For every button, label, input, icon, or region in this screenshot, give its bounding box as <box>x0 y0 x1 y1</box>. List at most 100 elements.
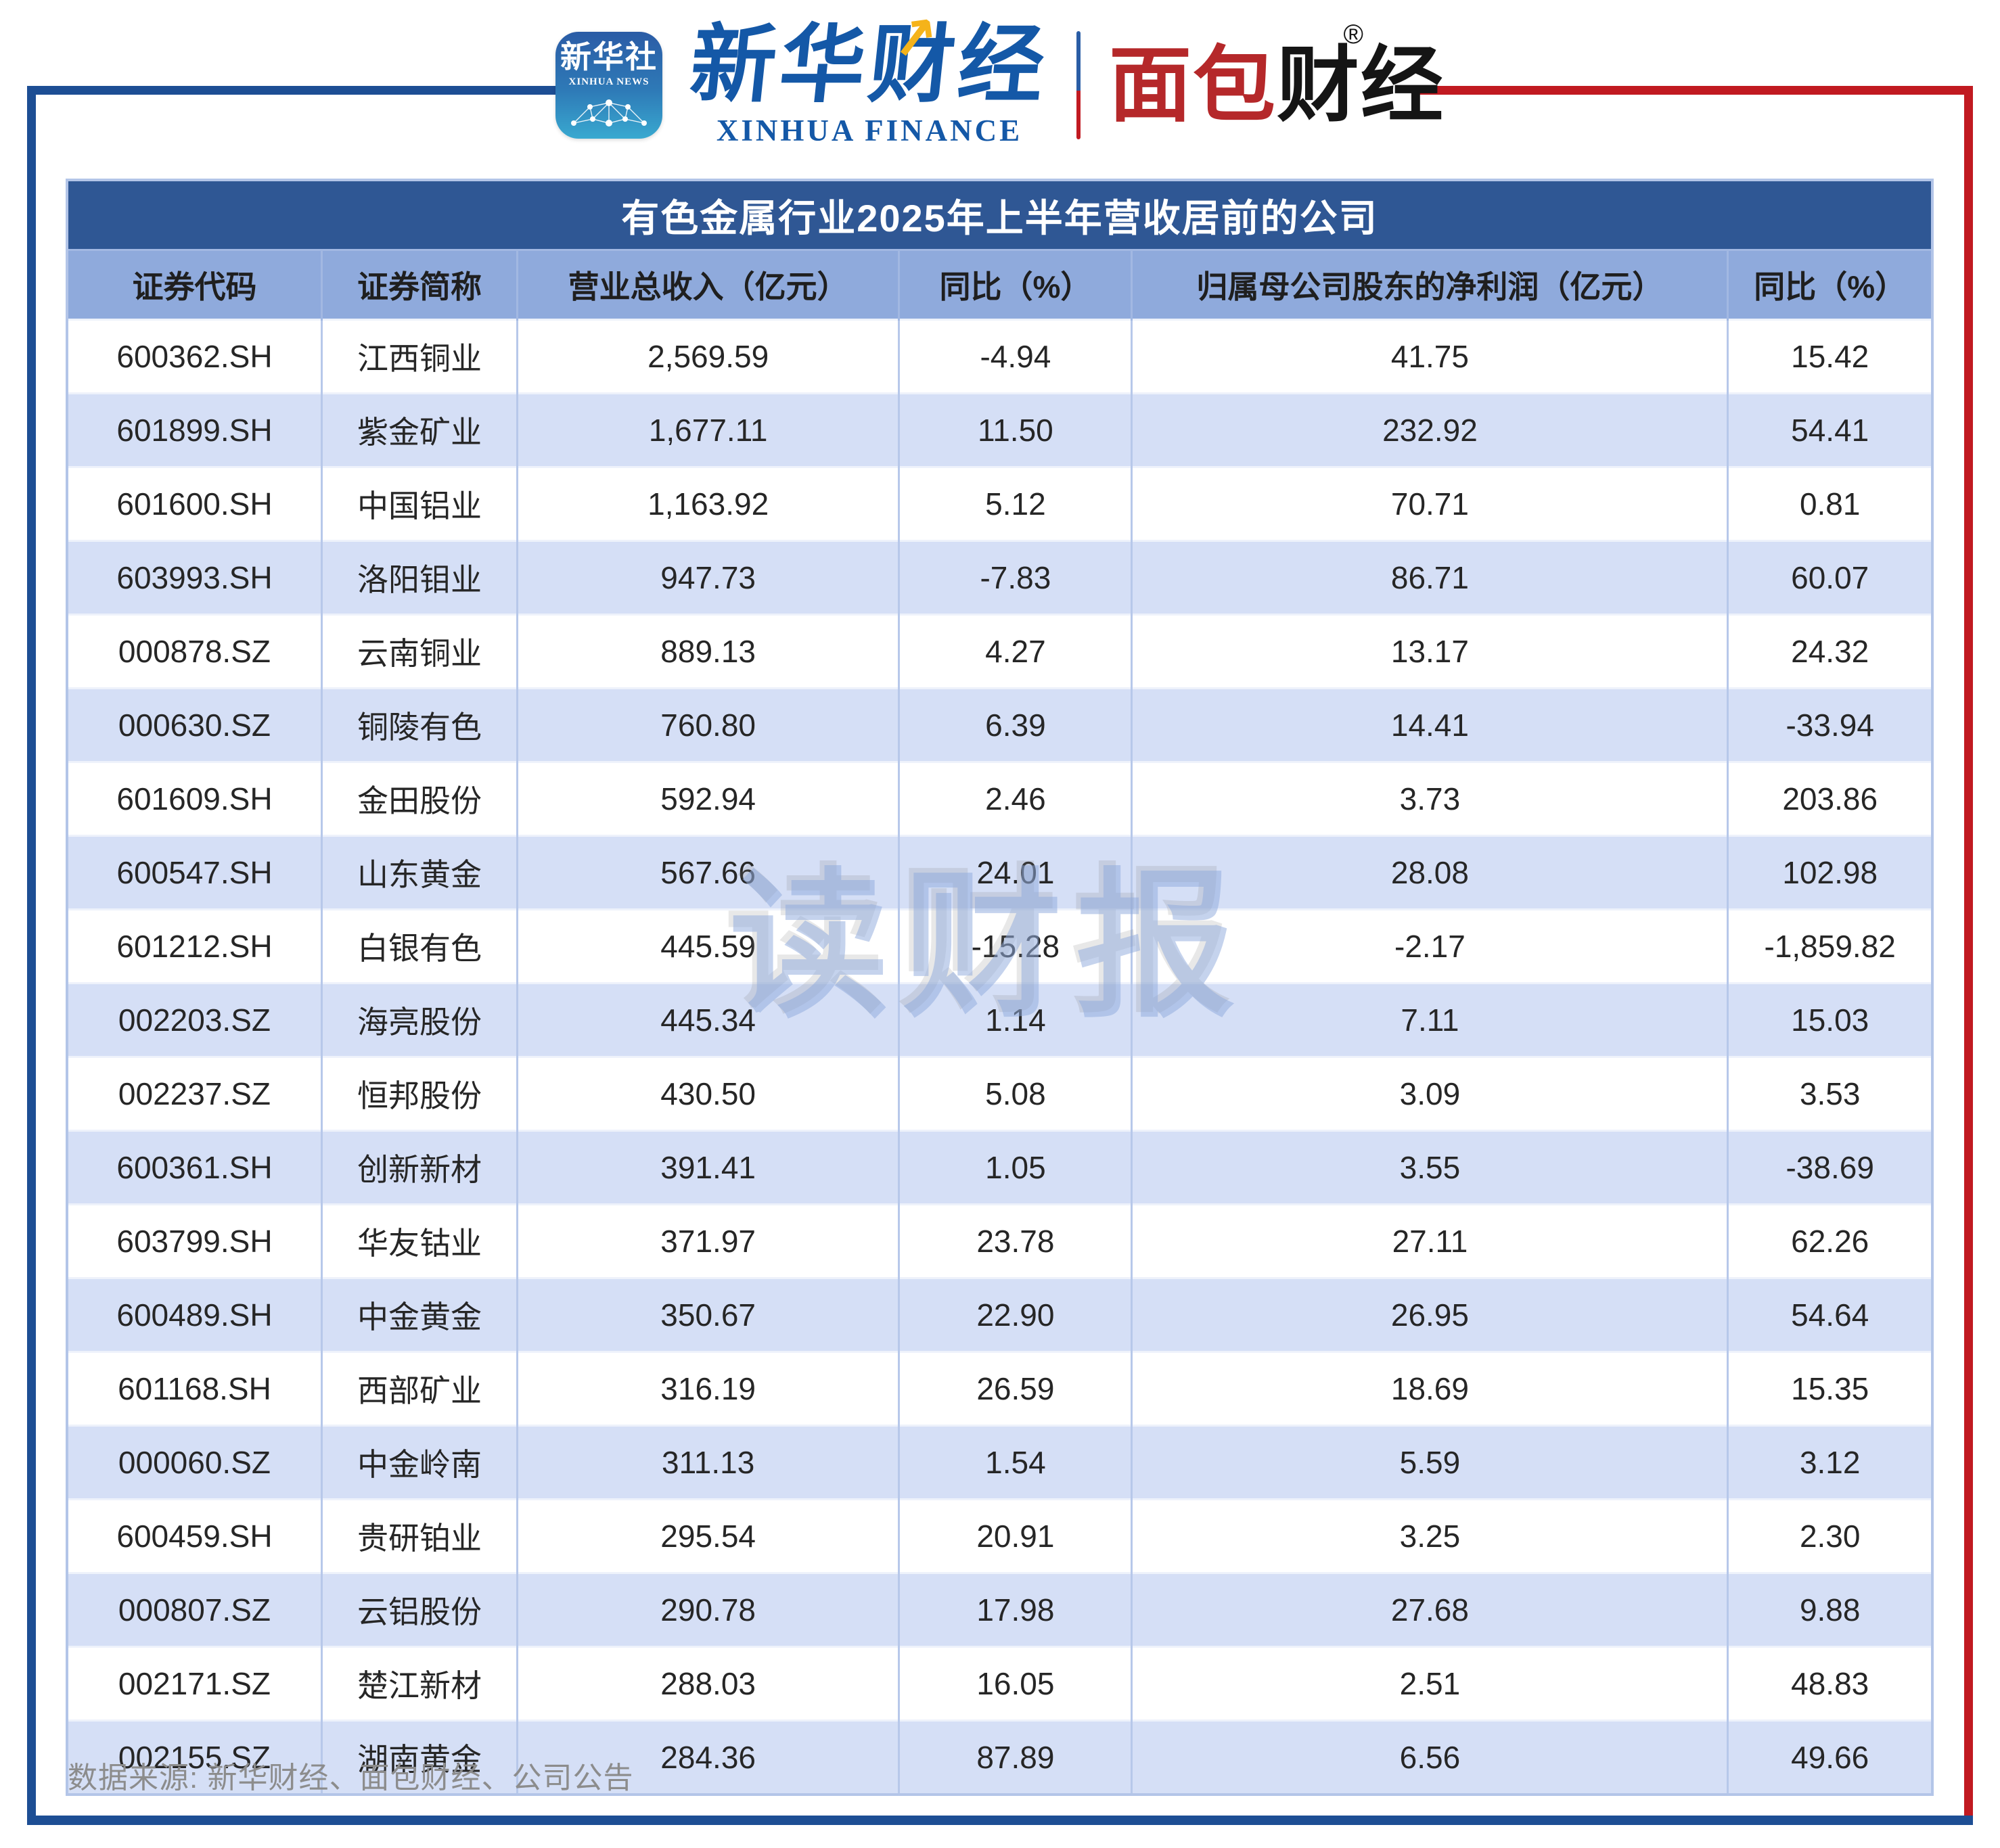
table-cell: 1,163.92 <box>517 466 901 541</box>
table-cell: 445.59 <box>517 908 901 984</box>
table-cell: 48.83 <box>1727 1646 1931 1721</box>
table-cell: 600547.SH <box>68 835 323 910</box>
table-cell: 3.12 <box>1727 1425 1931 1500</box>
table-cell: 102.98 <box>1727 835 1931 910</box>
xinhua-finance-cn-label: 新华财经 <box>685 16 1053 112</box>
table-cell: 54.64 <box>1727 1277 1931 1352</box>
table-cell: 600362.SH <box>68 319 323 394</box>
trend-up-arrow-icon: ↗ <box>886 3 943 73</box>
table-cell: 3.55 <box>1131 1130 1729 1205</box>
table-cell: 江西铜业 <box>321 319 518 394</box>
table-cell: 洛阳钼业 <box>321 540 518 615</box>
table-cell: 云南铜业 <box>321 614 518 689</box>
table-cell: 中金岭南 <box>321 1425 518 1500</box>
frame-line-top-left <box>27 86 614 95</box>
table-cell: 60.07 <box>1727 540 1931 615</box>
table-cell: 000060.SZ <box>68 1425 323 1500</box>
table-row: 600459.SH 贵研铂业 295.54 20.91 3.25 2.30 <box>68 1498 1931 1573</box>
table-row: 601899.SH 紫金矿业 1,677.11 11.50 232.92 54.41 <box>68 392 1931 467</box>
table-cell: 603993.SH <box>68 540 323 615</box>
table-row: 601609.SH 金田股份 592.94 2.46 3.73 203.86 <box>68 761 1931 836</box>
table-cell: 601899.SH <box>68 392 323 467</box>
table-cell: 2.30 <box>1727 1498 1931 1573</box>
table-cell: 华友钴业 <box>321 1203 518 1278</box>
table-cell: 000630.SZ <box>68 687 323 762</box>
table-cell: 中国铝业 <box>321 466 518 541</box>
mianbao-finance-logo: 面包财经 ® <box>1109 21 1445 126</box>
table-cell: 9.88 <box>1727 1572 1931 1647</box>
table-cell: 6.39 <box>899 687 1133 762</box>
table-row: 002203.SZ 海亮股份 445.34 1.14 7.11 15.03 <box>68 982 1931 1057</box>
table-cell: -7.83 <box>899 540 1133 615</box>
table-cell: 203.86 <box>1727 761 1931 836</box>
table-cell: 41.75 <box>1131 319 1729 394</box>
table-cell: -2.17 <box>1131 908 1729 984</box>
table-cell: 海亮股份 <box>321 982 518 1057</box>
table-cell: 1.14 <box>899 982 1133 1057</box>
table-cell: 山东黄金 <box>321 835 518 910</box>
table-cell: 600489.SH <box>68 1277 323 1352</box>
table-cell: 27.68 <box>1131 1572 1729 1647</box>
table-row: 603993.SH 洛阳钼业 947.73 -7.83 86.71 60.07 <box>68 540 1931 615</box>
table-cell: 232.92 <box>1131 392 1729 467</box>
table-cell: 14.41 <box>1131 687 1729 762</box>
table-row: 600547.SH 山东黄金 567.66 24.01 28.08 102.98 <box>68 835 1931 910</box>
table-cell: 288.03 <box>517 1646 901 1721</box>
table-cell: 371.97 <box>517 1203 901 1278</box>
table-cell: 金田股份 <box>321 761 518 836</box>
table-cell: 889.13 <box>517 614 901 689</box>
table-cell: 7.11 <box>1131 982 1729 1057</box>
data-source-note: 数据来源: 新华财经、面包财经、公司公告 <box>68 1761 634 1795</box>
table-row: 000878.SZ 云南铜业 889.13 4.27 13.17 24.32 <box>68 614 1931 689</box>
table-cell: 002203.SZ <box>68 982 323 1057</box>
table-cell: 295.54 <box>517 1498 901 1573</box>
table-cell: 17.98 <box>899 1572 1133 1647</box>
table-cell: 24.01 <box>899 835 1133 910</box>
table-cell: 3.09 <box>1131 1056 1729 1131</box>
header-logos: 新华社 XINHUA NEWS 新华财经 ↗ XINHUA FINANCE 面包… <box>555 3 1445 158</box>
table-cell: 391.41 <box>517 1130 901 1205</box>
table-cell: 4.27 <box>899 614 1133 689</box>
table-cell: -4.94 <box>899 319 1133 394</box>
table-cell: 600459.SH <box>68 1498 323 1573</box>
xinhua-icon-en-label: XINHUA NEWS <box>568 76 650 87</box>
logo-divider <box>1076 30 1081 139</box>
table-cell: 70.71 <box>1131 466 1729 541</box>
table-header-row: 证券代码 证券简称 营业总收入（亿元） 同比（%） 归属母公司股东的净利润（亿元… <box>68 249 1931 320</box>
table-cell: 22.90 <box>899 1277 1133 1352</box>
table-cell: 24.32 <box>1727 614 1931 689</box>
table-cell: 290.78 <box>517 1572 901 1647</box>
table-cell: 13.17 <box>1131 614 1729 689</box>
table-cell: 603799.SH <box>68 1203 323 1278</box>
table-header: 证券代码 证券简称 营业总收入（亿元） 同比（%） 归属母公司股东的净利润（亿元… <box>68 249 1931 320</box>
table-cell: 16.05 <box>899 1646 1133 1721</box>
table-cell: 18.69 <box>1131 1351 1729 1426</box>
table-cell: 15.35 <box>1727 1351 1931 1426</box>
table-cell: 创新新材 <box>321 1130 518 1205</box>
table-row: 603799.SH 华友钴业 371.97 23.78 27.11 62.26 <box>68 1203 1931 1278</box>
table-cell: 601212.SH <box>68 908 323 984</box>
table-cell: 87.89 <box>899 1719 1133 1793</box>
col-header-name: 证券简称 <box>321 249 518 320</box>
table-cell: 600361.SH <box>68 1130 323 1205</box>
table-cell: 000878.SZ <box>68 614 323 689</box>
col-header-net-profit: 归属母公司股东的净利润（亿元） <box>1131 249 1729 320</box>
xinhua-finance-logo: 新华财经 ↗ XINHUA FINANCE <box>686 3 1053 148</box>
table-cell: 002237.SZ <box>68 1056 323 1131</box>
revenue-data-table: 证券代码 证券简称 营业总收入（亿元） 同比（%） 归属母公司股东的净利润（亿元… <box>68 249 1931 1793</box>
table-cell: 567.66 <box>517 835 901 910</box>
table-cell: 3.53 <box>1727 1056 1931 1131</box>
table-cell: 20.91 <box>899 1498 1133 1573</box>
table-row: 600362.SH 江西铜业 2,569.59 -4.94 41.75 15.42 <box>68 319 1931 394</box>
table-row: 601600.SH 中国铝业 1,163.92 5.12 70.71 0.81 <box>68 466 1931 541</box>
col-header-profit-yoy: 同比（%） <box>1727 249 1931 320</box>
table-cell: -33.94 <box>1727 687 1931 762</box>
table-row: 002237.SZ 恒邦股份 430.50 5.08 3.09 3.53 <box>68 1056 1931 1131</box>
table-cell: 311.13 <box>517 1425 901 1500</box>
table-cell: 86.71 <box>1131 540 1729 615</box>
table-cell: 62.26 <box>1727 1203 1931 1278</box>
frame-line-right <box>1964 86 1973 1816</box>
table-cell: 2,569.59 <box>517 319 901 394</box>
col-header-code: 证券代码 <box>68 249 323 320</box>
table-cell: 601609.SH <box>68 761 323 836</box>
